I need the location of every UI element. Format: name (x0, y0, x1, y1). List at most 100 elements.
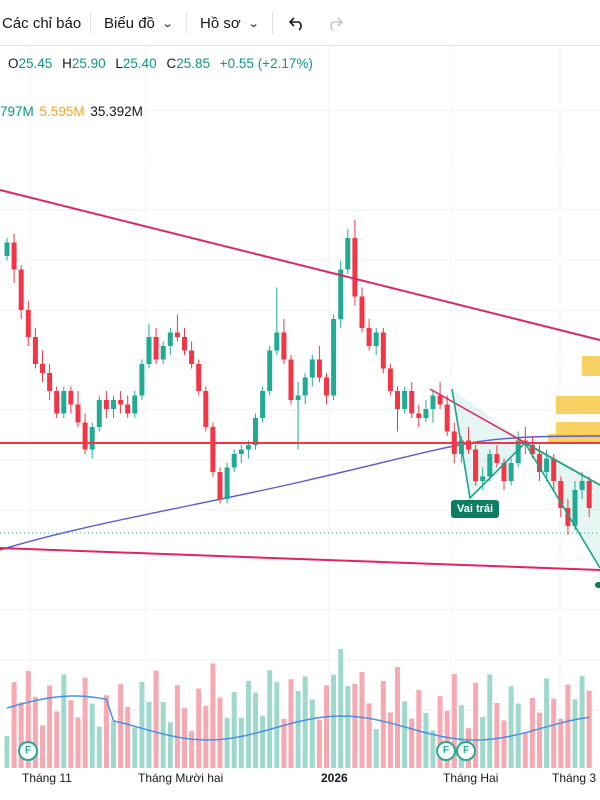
chart-grid (0, 46, 600, 768)
candle-body (544, 458, 550, 472)
volume-bar (302, 676, 308, 768)
candle-body (274, 332, 280, 351)
undo-button[interactable] (288, 0, 306, 46)
indicators-label: Các chỉ báo (2, 14, 82, 32)
volume-bar (423, 713, 429, 768)
volume-bar (89, 703, 95, 768)
indicators-button[interactable]: Các chỉ báo (2, 0, 81, 46)
candle-body (501, 463, 507, 481)
pattern-label-cut[interactable] (595, 582, 600, 588)
volume-bar (338, 649, 344, 768)
supply-zone-box (548, 434, 600, 444)
drawn-trendlines[interactable] (0, 189, 600, 571)
candle-body (466, 440, 471, 450)
candlesticks (4, 220, 592, 535)
volume-bar (316, 719, 322, 768)
volume-bar (451, 673, 457, 768)
volume-bar (508, 686, 514, 768)
undo-icon (288, 17, 302, 31)
candle-body (586, 481, 592, 508)
candle-body (196, 364, 202, 391)
volume-bars (4, 649, 592, 768)
x-axis-label: Tháng 11 (22, 771, 72, 785)
candle-body (480, 476, 486, 481)
volume-bar (437, 696, 443, 768)
volume-bar (167, 722, 173, 768)
candle-body (54, 391, 60, 414)
candle-body (153, 337, 159, 360)
candle-body (253, 418, 258, 445)
event-marker-icon[interactable]: F (456, 741, 476, 761)
candle-body (111, 400, 116, 409)
candle-body (309, 359, 315, 378)
charts-label: Biểu đồ (104, 14, 155, 32)
volume-bar (82, 677, 88, 768)
candle-body (409, 391, 415, 414)
supply-zone-box (582, 356, 600, 376)
candle-body (444, 404, 450, 432)
volume-bar (331, 674, 337, 768)
supply-zone-box (556, 396, 600, 414)
volume-value-2: 5.595M (39, 104, 85, 119)
close-key: C (166, 56, 177, 71)
candle-body (245, 445, 251, 450)
profile-menu-button[interactable]: Hồ sơ ⌄ (200, 0, 259, 46)
volume-bar (139, 681, 145, 768)
candle-body (68, 391, 74, 405)
volume-bar (544, 678, 550, 768)
candle-body (416, 413, 422, 418)
candle-body (487, 454, 493, 477)
event-marker-icon[interactable]: F (18, 741, 38, 761)
x-axis-label: 2026 (321, 771, 348, 785)
candle-body (217, 472, 223, 499)
candle-body (61, 391, 67, 414)
support-trendline (0, 547, 600, 571)
candle-body (288, 359, 294, 400)
volume-bar (267, 670, 273, 768)
close-value: 25.85 (176, 56, 211, 71)
candle-body (224, 467, 230, 499)
volume-bar (103, 695, 109, 768)
profile-label: Hồ sơ (200, 14, 241, 32)
volume-bar (494, 703, 500, 768)
candle-body (423, 409, 429, 418)
event-marker-icon[interactable]: F (436, 741, 456, 761)
pattern-label[interactable]: Vai trái (451, 500, 500, 518)
redo-icon (330, 17, 344, 31)
candle-body (572, 490, 578, 526)
pattern-outline (524, 442, 600, 486)
candle-body (167, 332, 173, 346)
volume-bar (189, 731, 195, 768)
candle-body (160, 346, 166, 360)
charts-menu-button[interactable]: Biểu đồ ⌄ (104, 0, 173, 46)
candle-body (373, 332, 379, 346)
volume-bar (551, 698, 557, 768)
high-value: 25.90 (71, 56, 106, 71)
volume-bar (395, 667, 400, 768)
toolbar-divider (186, 12, 187, 34)
volume-bar (54, 711, 60, 768)
high-key: H (62, 56, 72, 71)
x-axis-label: Tháng Mười hai (138, 771, 224, 785)
volume-bar (487, 674, 493, 768)
volume-bar (402, 701, 408, 768)
price-chart[interactable] (0, 46, 600, 771)
volume-bar (217, 697, 223, 768)
candle-body (331, 319, 337, 396)
redo-button[interactable] (326, 0, 344, 46)
volume-legend: 797M 5.595M 35.392M (0, 104, 143, 119)
volume-bar (4, 736, 10, 768)
candle-body (395, 391, 400, 409)
volume-value-3: 35.392M (90, 104, 143, 119)
candle-body (267, 350, 273, 391)
candle-body (238, 449, 244, 454)
volume-bar (345, 686, 351, 768)
candle-body (260, 391, 266, 418)
volume-bar (203, 706, 209, 768)
candle-body (345, 238, 351, 270)
volume-bar (96, 726, 102, 768)
volume-bar (473, 682, 479, 768)
candle-body (210, 427, 216, 472)
candle-body (402, 391, 408, 409)
volume-bar (430, 730, 436, 768)
